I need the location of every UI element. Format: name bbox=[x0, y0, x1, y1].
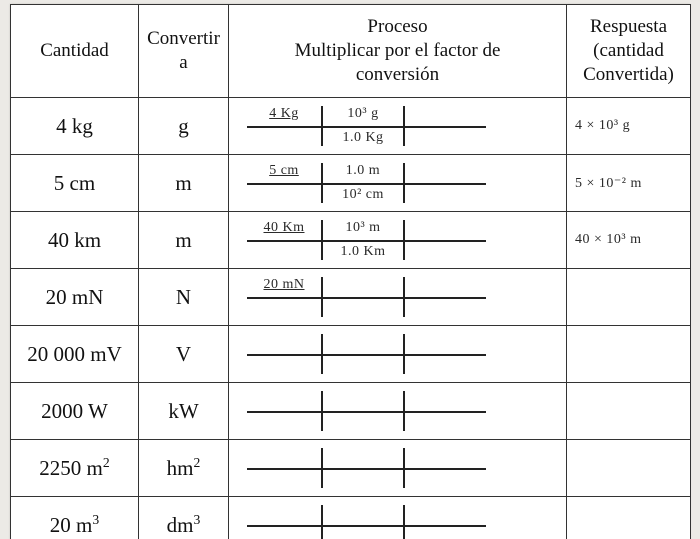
process-diagram bbox=[229, 440, 566, 496]
process-hline bbox=[247, 126, 486, 128]
table-row: 20 mNN20 mN bbox=[11, 269, 691, 326]
cell-respuesta bbox=[567, 383, 691, 440]
process-vline bbox=[321, 220, 323, 260]
header-convertir: Convertir a bbox=[139, 5, 229, 98]
process-vline bbox=[403, 448, 405, 488]
cell-respuesta: 4 × 10³ g bbox=[567, 98, 691, 155]
process-denominator: 1.0 Km bbox=[327, 244, 399, 260]
header-proceso-l2: Multiplicar por el factor de bbox=[233, 39, 562, 63]
cell-proceso bbox=[229, 326, 567, 383]
header-proceso-l3: conversión bbox=[233, 63, 562, 87]
cell-cantidad: 2000 W bbox=[11, 383, 139, 440]
process-diagram bbox=[229, 383, 566, 439]
process-denominator: 1.0 Kg bbox=[327, 130, 399, 146]
process-vline bbox=[403, 505, 405, 539]
header-cantidad-text: Cantidad bbox=[40, 40, 109, 61]
cell-convertir: dm3 bbox=[139, 497, 229, 539]
process-vline bbox=[321, 334, 323, 374]
cell-proceso: 5 cm 1.0 m 10² cm bbox=[229, 155, 567, 212]
process-hline bbox=[247, 240, 486, 242]
header-row: Cantidad Convertir a Proceso Multiplicar… bbox=[11, 5, 691, 98]
cell-cantidad: 20 mN bbox=[11, 269, 139, 326]
cell-proceso: 20 mN bbox=[229, 269, 567, 326]
header-cantidad: Cantidad bbox=[11, 5, 139, 98]
process-vline bbox=[403, 391, 405, 431]
process-vline bbox=[321, 448, 323, 488]
process-hline bbox=[247, 525, 486, 527]
table-row: 40 kmm 40 Km 10³ m 1.0 Km 40 × 10³ m bbox=[11, 212, 691, 269]
process-denominator: 10² cm bbox=[327, 187, 399, 203]
cell-respuesta: 40 × 10³ m bbox=[567, 212, 691, 269]
cell-convertir: m bbox=[139, 155, 229, 212]
process-hline bbox=[247, 354, 486, 356]
process-vline bbox=[403, 277, 405, 317]
table-row: 5 cmm5 cm1.0 m10² cm5 × 10⁻² m bbox=[11, 155, 691, 212]
process-vline bbox=[321, 391, 323, 431]
header-respuesta-l1: Respuesta bbox=[571, 15, 686, 39]
header-proceso: Proceso Multiplicar por el factor de con… bbox=[229, 5, 567, 98]
table-row: 2250 m2hm2 bbox=[11, 440, 691, 497]
table-row: 20 m3dm3 bbox=[11, 497, 691, 539]
process-diagram bbox=[229, 497, 566, 539]
process-diagram: 40 Km 10³ m 1.0 Km bbox=[229, 212, 566, 268]
cell-cantidad: 20 000 mV bbox=[11, 326, 139, 383]
cell-respuesta bbox=[567, 497, 691, 539]
cell-convertir: V bbox=[139, 326, 229, 383]
worksheet-sheet: Cantidad Convertir a Proceso Multiplicar… bbox=[10, 4, 690, 539]
cell-convertir: N bbox=[139, 269, 229, 326]
cell-convertir: m bbox=[139, 212, 229, 269]
process-hline bbox=[247, 297, 486, 299]
cell-convertir: hm2 bbox=[139, 440, 229, 497]
process-vline bbox=[321, 505, 323, 539]
cell-respuesta bbox=[567, 440, 691, 497]
cell-convertir: kW bbox=[139, 383, 229, 440]
cell-proceso bbox=[229, 497, 567, 539]
table-row: 4 kgg 4 Kg 10³ g 1.0 Kg 4 × 10³ g bbox=[11, 98, 691, 155]
header-proceso-l1: Proceso bbox=[233, 15, 562, 39]
process-left-value: 4 Kg bbox=[251, 106, 317, 122]
process-numerator: 10³ g bbox=[327, 106, 399, 122]
process-hline bbox=[247, 468, 486, 470]
process-vline bbox=[321, 277, 323, 317]
cell-cantidad: 4 kg bbox=[11, 98, 139, 155]
process-left-value: 20 mN bbox=[251, 277, 317, 293]
table-row: 20 000 mVV bbox=[11, 326, 691, 383]
conversion-table: Cantidad Convertir a Proceso Multiplicar… bbox=[10, 4, 691, 539]
header-respuesta-l3: Convertida) bbox=[571, 63, 686, 87]
table-body: 4 kgg4 Kg10³ g1.0 Kg4 × 10³ g5 cmm5 cm1.… bbox=[11, 98, 691, 539]
process-vline bbox=[321, 163, 323, 203]
header-convertir-l2: a bbox=[143, 51, 224, 75]
cell-proceso bbox=[229, 440, 567, 497]
process-left-value: 5 cm bbox=[251, 163, 317, 179]
header-respuesta-l2: (cantidad bbox=[571, 39, 686, 63]
process-hline bbox=[247, 411, 486, 413]
header-convertir-l1: Convertir bbox=[143, 27, 224, 51]
process-diagram bbox=[229, 326, 566, 382]
process-vline bbox=[403, 334, 405, 374]
process-diagram: 20 mN bbox=[229, 269, 566, 325]
cell-cantidad: 20 m3 bbox=[11, 497, 139, 539]
cell-respuesta bbox=[567, 269, 691, 326]
cell-cantidad: 5 cm bbox=[11, 155, 139, 212]
header-respuesta: Respuesta (cantidad Convertida) bbox=[567, 5, 691, 98]
process-numerator: 10³ m bbox=[327, 220, 399, 236]
process-vline bbox=[403, 163, 405, 203]
cell-cantidad: 2250 m2 bbox=[11, 440, 139, 497]
process-diagram: 4 Kg 10³ g 1.0 Kg bbox=[229, 98, 566, 154]
cell-cantidad: 40 km bbox=[11, 212, 139, 269]
process-hline bbox=[247, 183, 486, 185]
cell-respuesta bbox=[567, 326, 691, 383]
process-vline bbox=[403, 106, 405, 146]
table-row: 2000 WkW bbox=[11, 383, 691, 440]
cell-respuesta: 5 × 10⁻² m bbox=[567, 155, 691, 212]
cell-proceso bbox=[229, 383, 567, 440]
cell-proceso: 40 Km 10³ m 1.0 Km bbox=[229, 212, 567, 269]
process-vline bbox=[403, 220, 405, 260]
process-diagram: 5 cm 1.0 m 10² cm bbox=[229, 155, 566, 211]
process-vline bbox=[321, 106, 323, 146]
cell-proceso: 4 Kg 10³ g 1.0 Kg bbox=[229, 98, 567, 155]
cell-convertir: g bbox=[139, 98, 229, 155]
process-left-value: 40 Km bbox=[251, 220, 317, 236]
process-numerator: 1.0 m bbox=[327, 163, 399, 179]
